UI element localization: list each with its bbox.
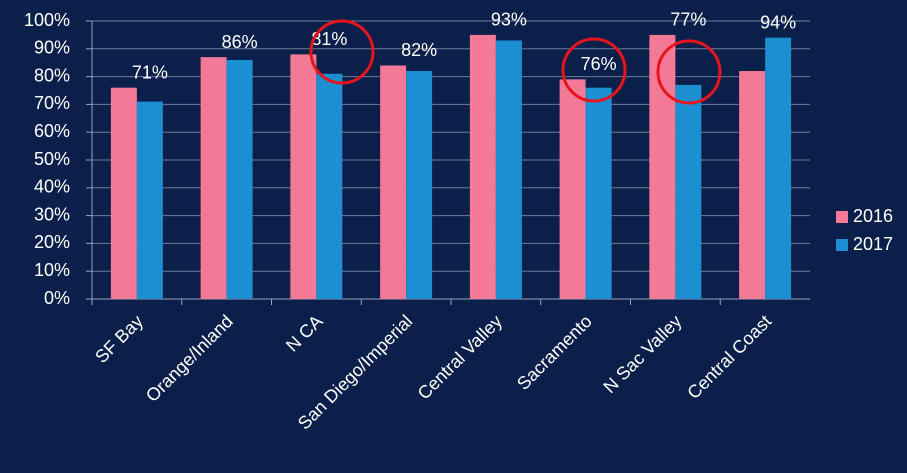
value-label: 76% (581, 54, 617, 74)
bar (380, 65, 407, 299)
y-tick-label: 30% (34, 204, 70, 224)
bar (110, 87, 137, 299)
y-tick-label: 20% (34, 232, 70, 252)
highlight-circle (656, 39, 722, 105)
value-label: 77% (670, 10, 706, 30)
bar (765, 37, 792, 300)
y-tick-label: 80% (34, 65, 70, 85)
bar (316, 73, 343, 299)
legend-label: 2017 (853, 234, 893, 254)
highlight-circle (561, 37, 627, 103)
bar (226, 59, 253, 299)
value-label: 71% (132, 62, 168, 82)
bar (495, 40, 522, 300)
bar (200, 57, 227, 299)
value-label: 93% (491, 10, 527, 30)
y-tick-label: 10% (34, 260, 70, 280)
highlight-circle (309, 19, 375, 85)
legend-swatch (836, 211, 848, 223)
bar (739, 71, 766, 299)
y-tick-label: 0% (44, 288, 70, 308)
value-label: 82% (401, 40, 437, 60)
y-tick-label: 50% (34, 149, 70, 169)
bar (136, 101, 163, 300)
bar (290, 54, 317, 299)
value-label: 81% (311, 29, 347, 49)
y-tick-label: 100% (24, 10, 70, 30)
y-tick-label: 60% (34, 121, 70, 141)
y-tick-label: 90% (34, 38, 70, 58)
y-tick-label: 40% (34, 177, 70, 197)
value-label: 94% (760, 12, 796, 32)
legend-swatch (836, 239, 848, 251)
bar (559, 79, 586, 299)
legend-label: 2016 (853, 206, 893, 226)
bar (675, 84, 702, 299)
bar (406, 71, 433, 299)
bar (649, 34, 676, 300)
bar (585, 87, 612, 299)
highlight-circles (309, 19, 722, 105)
bar (469, 34, 496, 300)
value-label: 86% (222, 32, 258, 52)
y-tick-label: 70% (34, 93, 70, 113)
